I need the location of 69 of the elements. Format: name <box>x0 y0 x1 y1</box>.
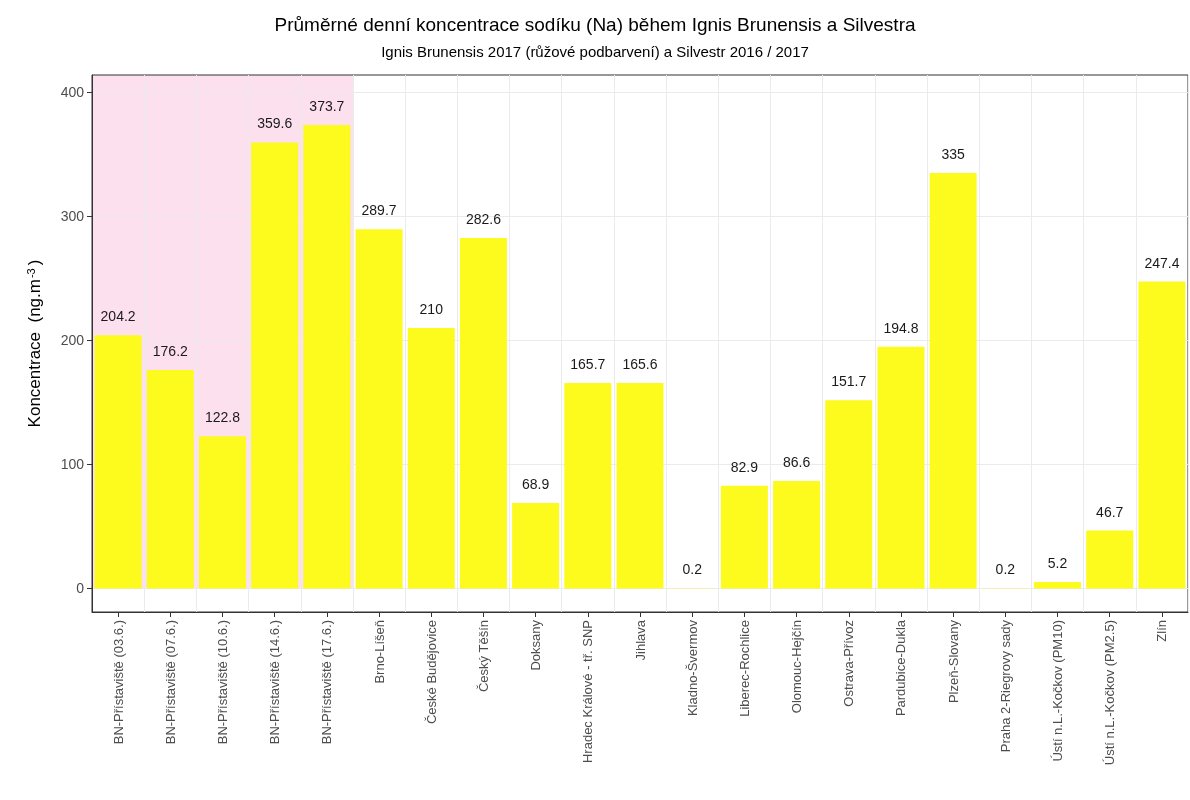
bar <box>512 502 560 589</box>
x-tick-label: Český Těšín <box>475 620 491 693</box>
y-tick-label: 400 <box>60 84 85 101</box>
x-tick-label: BN-Přístaviště (10.6.) <box>214 620 230 745</box>
x-tick-label: Pardubice-Dukla <box>893 619 909 717</box>
bar <box>1034 581 1082 589</box>
y-tick-label: 300 <box>60 208 85 225</box>
x-tick-label: BN-Přístaviště (07.6.) <box>162 620 178 745</box>
x-tick-label: Ostrava-Přívoz <box>841 620 857 707</box>
x-tick-label: Hradec Králové - tř. SNP <box>580 620 596 764</box>
data-label: 165.6 <box>622 356 658 373</box>
chart-subtitle: Ignis Brunensis 2017 (růžové podbarvení) a Silvestr 2016 / 2017 <box>381 43 809 60</box>
chart-title: Průměrné denní koncentrace sodíku (Na) během Ignis Brunensis a Silvestra <box>274 14 916 35</box>
bar <box>407 328 455 589</box>
x-tick-label: Olomouc-Hejčín <box>789 620 805 714</box>
data-label: 165.7 <box>570 355 606 372</box>
data-label: 289.7 <box>361 202 397 219</box>
data-label: 176.2 <box>152 342 189 359</box>
data-label: 122.8 <box>204 409 241 426</box>
bar <box>251 142 299 589</box>
data-label: 210 <box>419 301 444 317</box>
x-tick-label: Brno-Líšeň <box>371 620 387 684</box>
x-tick-label: Plzeň-Slovany <box>945 619 961 704</box>
x-tick-label: BN-Přístaviště (17.6.) <box>319 620 335 745</box>
bar <box>616 383 664 589</box>
data-label: 359.6 <box>257 115 293 132</box>
data-label: 0.2 <box>682 561 703 578</box>
x-tick-label: Jihlava <box>632 619 648 661</box>
bar <box>355 229 403 589</box>
x-tick-label: BN-Přístaviště (03.6.) <box>110 620 126 745</box>
x-tick-label: Ústí n.L.-Kočkov (PM10) <box>1050 620 1066 762</box>
data-label: 335 <box>941 145 966 162</box>
data-label: 68.9 <box>521 475 550 492</box>
bar <box>720 485 768 589</box>
data-label: 151.7 <box>831 373 867 390</box>
x-tick-label: BN-Přístaviště (14.6.) <box>267 620 283 745</box>
data-label: 247.4 <box>1144 254 1180 271</box>
y-tick-label: 0 <box>76 580 85 597</box>
bar <box>1138 281 1186 589</box>
data-label: 0.2 <box>995 561 1016 578</box>
bar <box>564 382 612 589</box>
data-label: 204.2 <box>100 308 136 325</box>
bar <box>303 124 351 589</box>
bar <box>929 172 977 589</box>
x-tick-label: Kladno-Švermov <box>684 619 700 717</box>
data-label: 282.6 <box>465 210 502 227</box>
bar <box>146 369 194 589</box>
bar <box>94 335 142 589</box>
data-label: 194.8 <box>883 319 919 336</box>
x-tick-label: Ústí n.L.-Kočkov (PM2.5) <box>1102 620 1118 766</box>
data-label: 373.7 <box>309 97 345 114</box>
data-label: 5.2 <box>1047 554 1068 571</box>
bar <box>459 237 507 589</box>
bar <box>1086 530 1134 589</box>
bar <box>773 481 821 589</box>
data-label: 82.9 <box>730 458 759 475</box>
x-tick-label: Praha 2-Riegrovy sady <box>997 619 1013 753</box>
x-tick-label: České Budějovice <box>423 620 439 725</box>
bar <box>825 400 873 589</box>
y-tick-label: 100 <box>60 456 85 473</box>
data-label: 86.6 <box>782 454 811 471</box>
y-axis-title: Koncentrace (ng.m-3) <box>24 259 44 428</box>
x-tick-label: Zlín <box>1154 620 1170 642</box>
x-tick-label: Liberec-Rochlice <box>736 620 752 717</box>
x-tick-label: Doksany <box>528 619 544 671</box>
bar <box>877 346 925 589</box>
data-label: 46.7 <box>1096 503 1124 520</box>
bar <box>198 436 246 589</box>
y-tick-label: 200 <box>60 332 85 349</box>
